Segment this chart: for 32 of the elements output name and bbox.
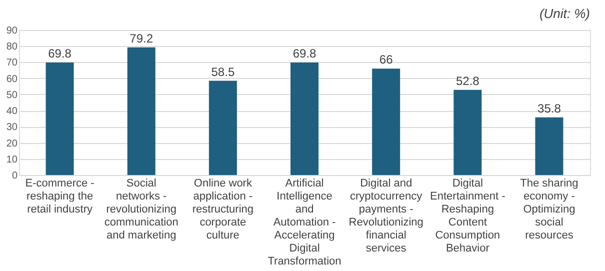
y-tick-label: 30 [6, 122, 18, 134]
data-label: 69.8 [292, 46, 316, 61]
data-label: 58.5 [211, 64, 235, 79]
y-tick-label: 80 [6, 42, 18, 53]
bar [372, 68, 400, 175]
bar [208, 80, 237, 175]
bar [127, 47, 156, 175]
y-tick-label: 20 [6, 138, 18, 150]
x-tick-label: Digital and cryptocurrency payments - Revolutionizing financial services [348, 178, 424, 254]
bar [454, 90, 482, 175]
data-label: 35.8 [538, 101, 562, 116]
x-tick-label: E-commerce - reshaping the retail industry [25, 178, 95, 216]
x-tick-label: Online work application - restructuring corporate culture [192, 178, 254, 242]
bar [46, 62, 74, 175]
bar [535, 117, 564, 175]
y-tick-label: 90 [6, 26, 18, 36]
y-tick-label: 50 [6, 90, 18, 101]
x-tick-label: Social networks - revolutionizing communication and marketing [104, 178, 178, 242]
data-label: 52.8 [456, 74, 480, 88]
bar [290, 62, 318, 175]
data-label: 69.8 [48, 46, 72, 61]
x-tick-label: Artificial Intelligence and Automation - Accelerating Digital Transformation [268, 178, 342, 268]
y-tick-label: 70 [6, 58, 18, 69]
y-tick-label: 0 [12, 170, 18, 182]
x-tick-label: The sharing economy - Optimizing social resources [520, 178, 578, 242]
y-tick-label: 40 [6, 106, 18, 118]
y-tick-label: 60 [6, 74, 18, 85]
x-tick-label: Digital Entertainment - Reshaping Content Consumption Behavior [430, 178, 506, 254]
y-tick-label: 10 [6, 154, 18, 166]
data-label: 79.2 [130, 31, 154, 46]
data-label: 66 [379, 52, 394, 67]
text: (Unit: %) [539, 6, 590, 21]
